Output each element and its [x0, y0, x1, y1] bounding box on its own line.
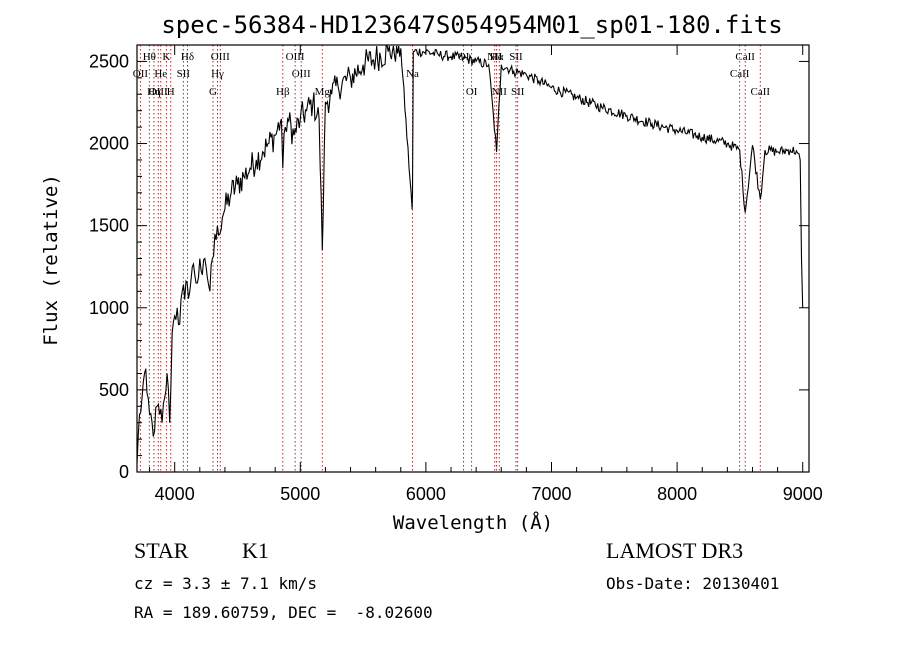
x-tick-label-0: 4000: [155, 484, 195, 504]
y-tick-label-3: 1500: [89, 216, 129, 236]
object-subclass: K1: [242, 538, 269, 563]
line-label-19: NII: [487, 51, 503, 63]
line-label-15: Mg: [315, 86, 331, 98]
x-tick-label-4: 8000: [657, 484, 697, 504]
line-label-26: CaII: [750, 86, 770, 98]
object-class: STAR: [134, 538, 189, 563]
y-tick-label-5: 2500: [89, 51, 129, 71]
y-tick-label-2: 1000: [89, 298, 129, 318]
line-label-9: OIII: [211, 51, 230, 63]
line-label-18: OI: [466, 86, 478, 98]
y-tick-label-0: 0: [119, 462, 129, 482]
line-label-25: CaII: [735, 51, 755, 63]
x-tick-label-5: 9000: [783, 484, 823, 504]
line-label-12: Hβ: [276, 86, 290, 98]
y-axis-label: Flux (relative): [40, 174, 62, 346]
x-tick-label-1: 5000: [280, 484, 320, 504]
line-label-14: OIII: [292, 68, 311, 80]
line-label-7: Hδ: [181, 51, 194, 63]
y-tick-label-4: 2000: [89, 134, 129, 154]
observation-date: Obs-Date: 20130401: [606, 574, 780, 593]
x-axis-ticks: 4000 5000 6000 7000 8000 9000: [149, 45, 823, 504]
redshift-velocity: cz = 3.3 ± 7.1 km/s: [134, 574, 318, 593]
line-label-20: Hα: [490, 51, 504, 63]
x-tick-label-3: 7000: [531, 484, 571, 504]
chart-title: spec-56384-HD123647S054954M01_sp01-180.f…: [161, 11, 782, 39]
line-label-5: He: [154, 68, 167, 80]
line-label-8: SII: [177, 68, 191, 80]
line-label-22: SII: [509, 51, 523, 63]
y-tick-label-1: 500: [99, 380, 129, 400]
line-label-6: H: [167, 86, 175, 98]
survey-name: LAMOST DR3: [606, 538, 744, 563]
line-label-24: CaII: [730, 68, 750, 80]
line-label-10: Hγ: [211, 68, 224, 80]
plot-frame: [136, 44, 810, 473]
line-label-11: G: [209, 86, 217, 98]
line-label-2: OIII: [149, 86, 168, 98]
emission-line-markers: [139, 45, 761, 472]
line-label-23: SII: [511, 86, 525, 98]
spectrum-line: [136, 45, 804, 464]
line-label-13: OIII: [286, 51, 305, 63]
line-label-3: Hη: [147, 86, 161, 98]
line-label-4: K: [162, 51, 170, 63]
y-axis-ticks: 0 500 1000 1500 2000 2500: [89, 51, 809, 482]
line-label-16: Na: [406, 68, 419, 80]
line-label-0: Hθ: [143, 51, 156, 63]
coordinates: RA = 189.60759, DEC = -8.02600: [134, 603, 433, 622]
x-axis-label: Wavelength (Å): [393, 511, 553, 534]
x-tick-label-2: 6000: [406, 484, 446, 504]
